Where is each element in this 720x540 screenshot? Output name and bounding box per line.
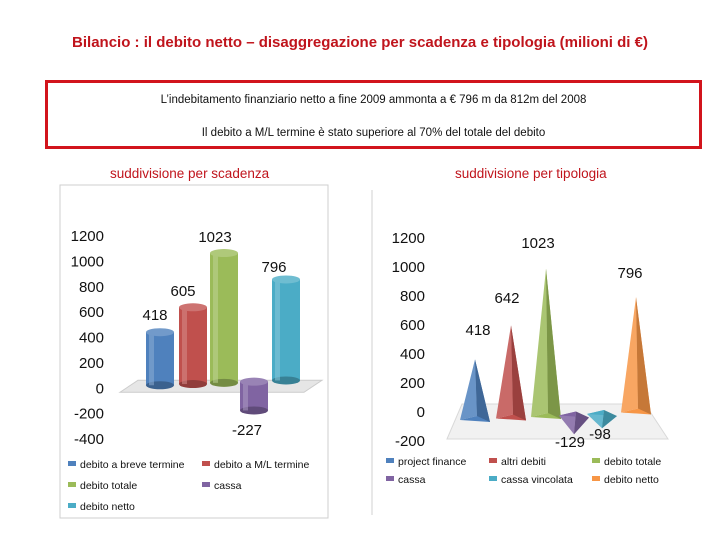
legend-label-1: debito a breve termine (80, 459, 185, 471)
info-line-ml-debt: Il debito a M/L termine è stato superior… (201, 127, 546, 139)
legend-swatch-3 (592, 458, 600, 463)
bar-highlight-3 (213, 253, 218, 383)
legend-swatch-1 (68, 461, 76, 466)
page-title: Bilancio : il debito netto – disaggregaz… (72, 34, 648, 51)
y-tick-label-left: 400 (79, 330, 104, 347)
chart-title-tipologia: suddivisione per tipologia (455, 166, 607, 181)
bar-highlight-4 (243, 381, 248, 411)
legend-label-5: cassa vincolata (501, 474, 573, 486)
legend-swatch-4 (386, 476, 394, 481)
chart-title-scadenza: suddivisione per scadenza (110, 166, 270, 181)
bar-top-2 (179, 303, 207, 312)
data-label-right-6: 796 (617, 265, 642, 282)
data-label-left-2: 605 (170, 283, 195, 300)
info-box: L’indebitamento finanziario netto a fine… (45, 80, 702, 149)
y-tick-label-left: 0 (96, 380, 104, 397)
data-label-left-3: 1023 (198, 229, 231, 246)
legend-label-5: debito netto (80, 501, 135, 513)
bar-highlight-5 (275, 279, 280, 381)
y-tick-label-left: 600 (79, 304, 104, 321)
data-label-right-2: 642 (494, 290, 519, 307)
bar-face-2 (496, 325, 513, 419)
bar-shadow-4 (574, 411, 589, 435)
data-label-right-3: 1023 (521, 235, 554, 252)
legend-label-6: debito netto (604, 474, 659, 486)
bar-shadow-2 (511, 325, 526, 421)
bar-face-4 (559, 411, 576, 435)
legend-swatch-4 (202, 482, 210, 487)
legend-swatch-6 (592, 476, 600, 481)
y-tick-label-right: 0 (417, 404, 425, 421)
bar-shadow-3 (546, 268, 561, 419)
y-tick-label-left: -400 (74, 431, 104, 448)
y-tick-label-left: 1200 (71, 228, 104, 245)
y-tick-label-right: 200 (400, 375, 425, 392)
bar-shadow-6 (636, 297, 651, 415)
legend-label-4: cassa (214, 480, 242, 492)
y-tick-label-left: 200 (79, 355, 104, 372)
legend-swatch-5 (489, 476, 497, 481)
bar-face-1 (460, 359, 477, 420)
data-label-right-5: -98 (589, 426, 611, 443)
bar-highlight-2 (182, 307, 187, 385)
y-tick-label-right: 400 (400, 346, 425, 363)
data-label-left-4: -227 (232, 422, 262, 439)
bar-face-6 (621, 297, 638, 413)
y-tick-label-right: -200 (395, 433, 425, 450)
bar-shadow-1 (475, 359, 490, 422)
y-tick-label-right: 800 (400, 288, 425, 305)
legend-label-3: debito totale (80, 480, 137, 492)
bar-top-3 (210, 249, 238, 258)
legend-swatch-5 (68, 503, 76, 508)
data-label-left-1: 418 (142, 307, 167, 324)
data-label-right-4: -129 (555, 434, 585, 451)
chart-frame-tipologia (372, 185, 670, 515)
bar-highlight-1 (149, 332, 154, 386)
bar-top-1 (146, 328, 174, 337)
y-tick-label-right: 600 (400, 317, 425, 334)
legend-swatch-2 (489, 458, 497, 463)
y-tick-label-left: 800 (79, 279, 104, 296)
y-tick-label-right: 1000 (392, 259, 425, 276)
bar-top-5 (272, 275, 300, 284)
bar-top-4 (240, 377, 268, 386)
y-tick-label-left: -200 (74, 406, 104, 423)
y-tick-label-right: 1200 (392, 230, 425, 247)
bar-shadow-5 (602, 410, 617, 429)
legend-swatch-1 (386, 458, 394, 463)
data-label-left-5: 796 (261, 259, 286, 276)
legend-label-2: debito a M/L termine (214, 459, 309, 471)
legend-label-4: cassa (398, 474, 426, 486)
bar-face-3 (531, 268, 548, 417)
legend-swatch-2 (202, 461, 210, 466)
y-tick-label-left: 1000 (71, 253, 104, 270)
legend-swatch-3 (68, 482, 76, 487)
legend-label-3: debito totale (604, 456, 661, 468)
legend-label-1: project finance (398, 456, 466, 468)
legend-label-2: altri debiti (501, 456, 546, 468)
info-line-net-debt: L’indebitamento finanziario netto a fine… (160, 94, 587, 106)
data-label-right-1: 418 (465, 322, 490, 339)
